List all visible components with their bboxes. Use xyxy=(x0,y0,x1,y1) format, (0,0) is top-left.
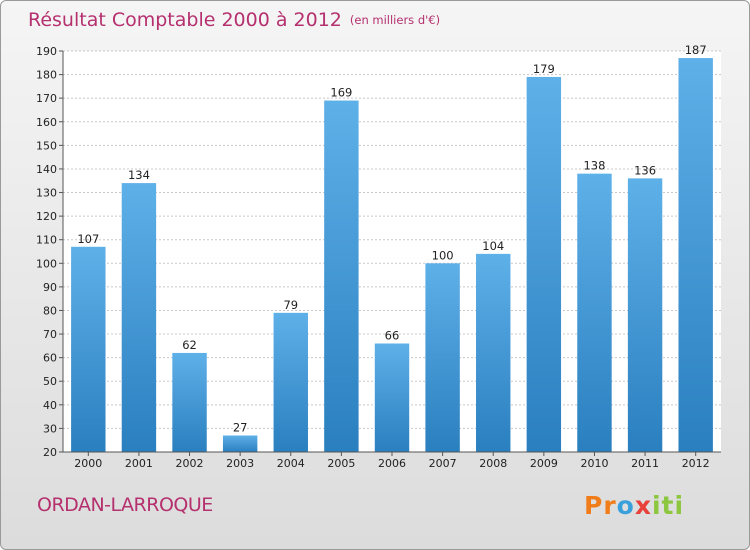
value-label-2010: 138 xyxy=(583,159,605,173)
y-tick-label: 180 xyxy=(36,69,57,82)
logo-part-4: iti xyxy=(651,491,685,520)
x-tick-label-2012: 2012 xyxy=(682,457,710,470)
y-tick-label: 130 xyxy=(36,187,57,200)
bar-2011 xyxy=(627,178,663,452)
x-tick-label-2009: 2009 xyxy=(530,457,558,470)
y-tick-label: 80 xyxy=(43,304,57,317)
y-tick-label: 90 xyxy=(43,281,57,294)
value-label-2004: 79 xyxy=(283,298,298,312)
commune-name: ORDAN-LARROQUE xyxy=(37,494,213,516)
value-label-2009: 179 xyxy=(533,62,555,76)
y-tick-label: 40 xyxy=(43,399,57,412)
x-tick-label-2011: 2011 xyxy=(631,457,659,470)
value-label-2006: 66 xyxy=(385,328,400,342)
bar-2004 xyxy=(273,312,308,452)
y-tick-label: 100 xyxy=(36,257,57,270)
x-tick-label-2008: 2008 xyxy=(479,457,507,470)
chart-title: Résultat Comptable 2000 à 2012 (en millie… xyxy=(28,9,440,31)
y-tick-label: 140 xyxy=(36,163,57,176)
x-tick-label-2003: 2003 xyxy=(226,457,254,470)
bar-2003 xyxy=(222,435,258,452)
bar-2010 xyxy=(577,173,612,453)
value-label-2012: 187 xyxy=(685,43,707,57)
y-tick-label: 50 xyxy=(43,375,57,388)
y-tick-label: 160 xyxy=(36,116,57,129)
value-label-2011: 136 xyxy=(634,163,656,177)
value-label-2003: 27 xyxy=(233,420,248,434)
value-label-2001: 134 xyxy=(128,168,150,182)
y-tick-label: 150 xyxy=(36,139,57,152)
chart-subtitle: (en milliers d'€) xyxy=(349,13,441,27)
x-tick-label-2002: 2002 xyxy=(176,457,204,470)
bar-2005 xyxy=(324,100,359,453)
x-tick-label-2010: 2010 xyxy=(580,457,608,470)
x-tick-label-2001: 2001 xyxy=(125,457,153,470)
value-label-2007: 100 xyxy=(432,248,454,262)
bar-2002 xyxy=(172,352,207,452)
y-tick-label: 30 xyxy=(43,422,57,435)
y-tick-label: 70 xyxy=(43,328,57,341)
x-tick-label-2004: 2004 xyxy=(277,457,305,470)
bar-2012 xyxy=(678,58,713,452)
value-label-2000: 107 xyxy=(77,232,99,246)
value-label-2002: 62 xyxy=(182,338,197,352)
value-label-2008: 104 xyxy=(482,239,504,253)
logo-part-3: x xyxy=(634,491,652,520)
x-tick-label-2006: 2006 xyxy=(378,457,406,470)
y-tick-label: 20 xyxy=(43,446,57,459)
bar-2007 xyxy=(425,263,460,452)
bar-2000 xyxy=(71,246,106,452)
proxiti-logo: Proxiti xyxy=(584,491,684,520)
y-tick-label: 170 xyxy=(36,92,57,105)
y-tick-label: 60 xyxy=(43,352,57,365)
x-tick-label-2007: 2007 xyxy=(429,457,457,470)
logo-part-2: o xyxy=(616,491,635,520)
bar-2001 xyxy=(121,183,157,452)
value-label-2005: 169 xyxy=(330,86,352,100)
y-tick-label: 120 xyxy=(36,210,57,223)
chart-title-text: Résultat Comptable 2000 à 2012 xyxy=(28,9,342,31)
y-tick-label: 190 xyxy=(36,45,57,58)
y-tick-label: 110 xyxy=(36,234,57,247)
x-tick-label-2000: 2000 xyxy=(74,457,102,470)
bar-2009 xyxy=(526,76,562,453)
bar-2008 xyxy=(476,253,511,452)
bar-2006 xyxy=(374,343,410,452)
x-tick-label-2005: 2005 xyxy=(327,457,355,470)
logo-part-1: Pr xyxy=(584,491,617,520)
